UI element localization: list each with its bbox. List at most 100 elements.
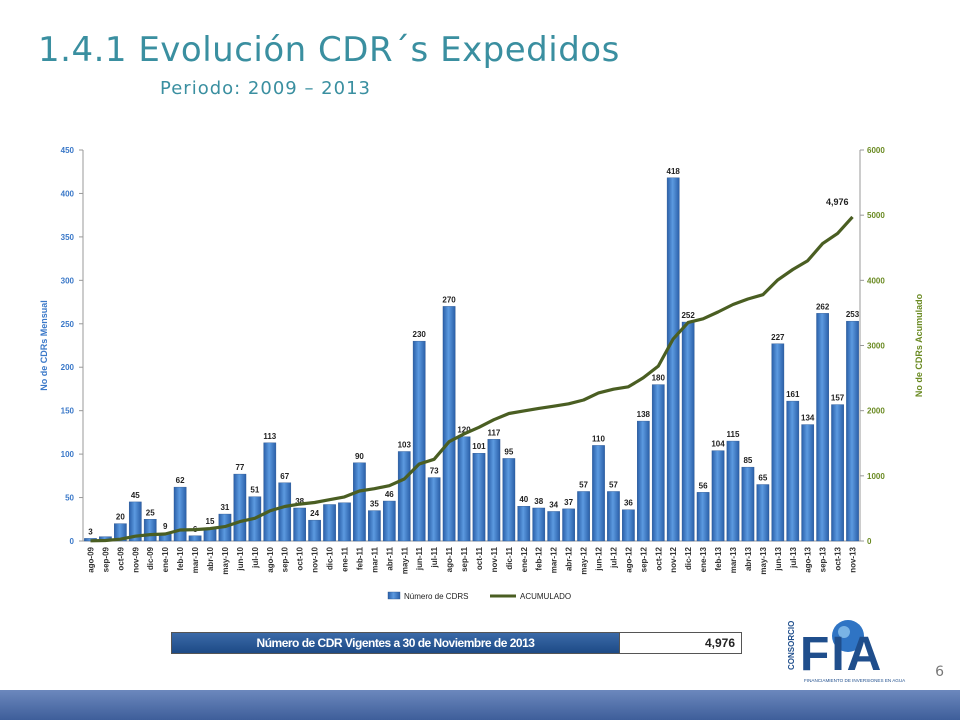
bar bbox=[741, 466, 755, 542]
footer-bar bbox=[0, 690, 960, 720]
x-tick-label: sep-13 bbox=[819, 546, 828, 572]
bar bbox=[547, 511, 561, 542]
left-tick-label: 450 bbox=[61, 146, 75, 155]
bar bbox=[562, 508, 575, 542]
x-tick-label: ago-10 bbox=[266, 546, 275, 572]
cumulative-line bbox=[90, 215, 854, 543]
right-tick-label: 0 bbox=[867, 537, 872, 546]
x-tick-label: oct-12 bbox=[654, 546, 663, 570]
bar bbox=[681, 321, 695, 542]
bar-data-label: 57 bbox=[579, 480, 588, 489]
right-tick-label: 4000 bbox=[867, 276, 885, 285]
x-tick-label: dic-09 bbox=[146, 546, 155, 570]
y2-axis-title: No de CDRs Acumulado bbox=[914, 293, 924, 397]
bar-data-label: 24 bbox=[310, 509, 319, 518]
x-tick-label: abr-12 bbox=[565, 546, 574, 571]
bar bbox=[368, 510, 381, 542]
bar-data-label: 65 bbox=[758, 474, 767, 483]
bar bbox=[577, 491, 590, 542]
bar-data-label: 3 bbox=[88, 527, 93, 536]
x-tick-label: feb-12 bbox=[535, 546, 544, 570]
x-tick-label: ago-11 bbox=[445, 546, 454, 572]
bar-data-label: 230 bbox=[413, 330, 427, 339]
bar-data-label: 103 bbox=[398, 441, 412, 450]
left-tick-label: 400 bbox=[61, 189, 75, 198]
x-tick-label: abr-13 bbox=[744, 546, 753, 571]
page-subtitle: Periodo: 2009 – 2013 bbox=[160, 78, 371, 99]
left-tick-label: 250 bbox=[61, 320, 75, 329]
bar bbox=[831, 404, 844, 542]
bar-data-label: 38 bbox=[295, 497, 304, 506]
x-tick-label: dic-11 bbox=[505, 546, 514, 569]
bar bbox=[323, 504, 336, 542]
logo-letters: FIA bbox=[800, 628, 883, 681]
bar bbox=[472, 453, 486, 542]
x-tick-label: ene-10 bbox=[161, 546, 170, 572]
bar-data-label: 90 bbox=[355, 452, 364, 461]
x-tick-label: mar-10 bbox=[191, 546, 200, 573]
bar-data-label: 262 bbox=[816, 302, 830, 311]
x-tick-label: nov-09 bbox=[131, 546, 140, 572]
bar bbox=[666, 177, 680, 542]
x-tick-label: jul-11 bbox=[430, 546, 439, 568]
left-tick-label: 300 bbox=[61, 276, 75, 285]
bar-data-label: 45 bbox=[131, 491, 140, 500]
bar-data-label: 270 bbox=[442, 295, 456, 304]
bar bbox=[263, 442, 277, 542]
x-tick-label: oct-10 bbox=[296, 546, 305, 570]
legend-bar-swatch bbox=[387, 591, 401, 600]
x-tick-label: mar-13 bbox=[729, 546, 738, 573]
bar-data-label: 46 bbox=[385, 490, 394, 499]
x-tick-label: may-13 bbox=[759, 546, 768, 574]
bar bbox=[726, 440, 740, 542]
bar bbox=[412, 340, 426, 542]
x-tick-label: jun-13 bbox=[774, 546, 783, 571]
bar-data-label: 101 bbox=[472, 442, 486, 451]
bar-data-label: 418 bbox=[667, 167, 681, 176]
x-tick-label: feb-11 bbox=[355, 546, 364, 570]
x-tick-label: jun-11 bbox=[415, 546, 424, 571]
y-axis-title: No de CDRs Mensual bbox=[39, 300, 49, 391]
x-tick-label: sep-11 bbox=[460, 546, 469, 571]
summary-table: Número de CDR Vigentes a 30 de Noviembre… bbox=[171, 632, 742, 654]
x-tick-label: abr-11 bbox=[385, 546, 394, 570]
bar-data-label: 38 bbox=[534, 497, 543, 506]
bar bbox=[278, 482, 292, 542]
bar bbox=[816, 313, 829, 542]
x-tick-label: oct-09 bbox=[116, 546, 125, 570]
x-tick-label: feb-13 bbox=[714, 546, 723, 570]
logo-tagline: FINANCIAMIENTO DE INVERSIONES EN AGUA bbox=[804, 678, 906, 683]
left-tick-label: 350 bbox=[61, 233, 75, 242]
bar bbox=[846, 320, 859, 542]
bar-data-label: 157 bbox=[831, 394, 845, 403]
bar bbox=[427, 477, 441, 542]
x-tick-label: oct-13 bbox=[834, 546, 843, 570]
bar-data-label: 40 bbox=[519, 495, 528, 504]
bar bbox=[592, 445, 605, 542]
x-tick-label: mar-11 bbox=[370, 546, 379, 572]
right-tick-label: 3000 bbox=[867, 342, 885, 351]
x-tick-label: ene-12 bbox=[520, 546, 529, 572]
x-tick-label: ago-09 bbox=[86, 546, 95, 572]
bar-data-label: 35 bbox=[370, 500, 379, 509]
x-tick-label: may-11 bbox=[400, 546, 409, 574]
bar-data-label: 104 bbox=[711, 440, 725, 449]
bar-data-label: 15 bbox=[206, 517, 215, 526]
bar-data-label: 9 bbox=[163, 522, 168, 531]
x-tick-label: ago-13 bbox=[804, 546, 813, 572]
legend-bar-label: Número de CDRS bbox=[404, 592, 468, 601]
bar bbox=[622, 509, 635, 542]
left-tick-label: 150 bbox=[61, 407, 75, 416]
bar-data-label: 253 bbox=[846, 310, 860, 319]
bar bbox=[517, 506, 531, 542]
x-tick-label: nov-12 bbox=[669, 546, 678, 572]
x-tick-label: sep-10 bbox=[281, 546, 290, 572]
x-tick-label: jun-10 bbox=[236, 546, 245, 571]
bar bbox=[442, 306, 456, 542]
bar-data-label: 85 bbox=[743, 456, 752, 465]
bar bbox=[128, 501, 142, 542]
bar bbox=[607, 491, 620, 542]
x-tick-label: ago-12 bbox=[624, 546, 633, 572]
x-tick-label: jul-13 bbox=[789, 546, 798, 568]
bar-data-label: 138 bbox=[637, 410, 651, 419]
